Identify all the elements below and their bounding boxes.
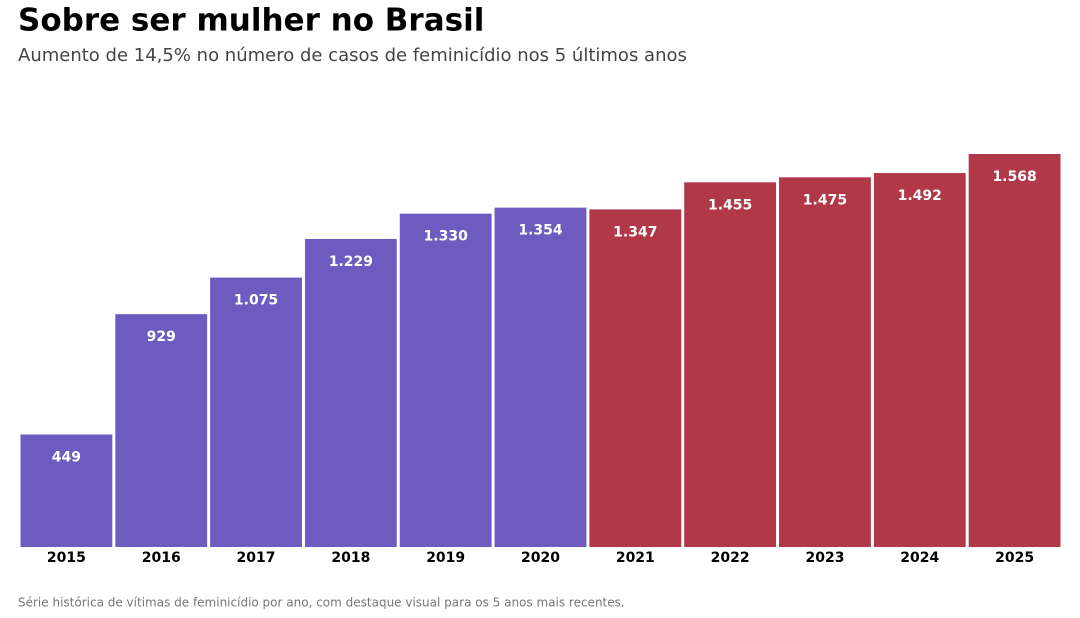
bar (968, 154, 1061, 547)
value-label: 1.455 (708, 197, 752, 213)
value-label: 1.347 (613, 224, 657, 240)
value-label: 449 (52, 449, 81, 465)
bar (304, 238, 397, 548)
chart-title: Sobre ser mulher no Brasil (18, 3, 484, 39)
x-tick-label: 2025 (995, 550, 1034, 566)
bar (779, 177, 871, 547)
x-tick-label: 2024 (900, 550, 939, 566)
bar (684, 182, 777, 547)
x-tick-label: 2022 (711, 550, 750, 566)
value-label: 1.075 (234, 293, 278, 309)
x-tick-label: 2018 (331, 550, 370, 566)
bar (589, 209, 682, 548)
x-tick-label: 2021 (616, 550, 655, 566)
value-label: 1.229 (329, 254, 373, 270)
bar (399, 213, 492, 547)
chart-subtitle: Aumento de 14,5% no número de casos de f… (18, 45, 687, 66)
bar (210, 277, 302, 547)
value-label: 1.492 (898, 188, 942, 204)
x-tick-label: 2023 (805, 550, 844, 566)
chart-note: Série histórica de vítimas de feminicídi… (18, 596, 625, 610)
x-tick-label: 2016 (142, 550, 181, 566)
bar (115, 314, 208, 547)
bar (873, 173, 966, 547)
bar (20, 434, 113, 547)
x-tick-label: 2020 (521, 550, 560, 566)
value-label: 1.475 (803, 192, 847, 208)
x-tick-label: 2019 (426, 550, 465, 566)
value-label: 1.330 (424, 229, 469, 245)
value-label: 1.354 (518, 223, 563, 239)
value-label: 1.568 (992, 169, 1036, 185)
bar (494, 207, 587, 547)
value-label: 929 (147, 329, 176, 345)
x-tick-label: 2015 (47, 550, 86, 566)
x-tick-label: 2017 (237, 550, 276, 566)
